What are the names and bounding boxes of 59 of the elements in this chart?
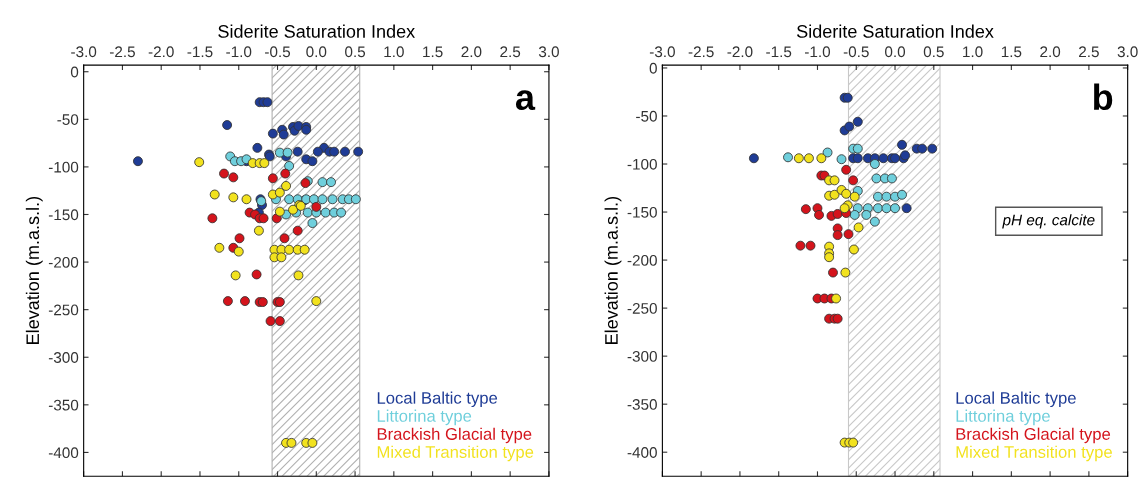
text: Local Baltic type (956, 391, 1076, 408)
x-tick-label: 2.5 (1079, 46, 1099, 58)
x-axis-title: Siderite Saturation Index (796, 24, 994, 38)
x-tick-label: -2.5 (109, 46, 135, 58)
y-axis-title: Elevation (m.a.s.l.) (604, 197, 622, 344)
x-tick-label: 1.0 (384, 46, 404, 58)
y-tick-label: -200 (627, 254, 657, 266)
y-tick-label: -100 (48, 161, 79, 173)
x-axis-title: Siderite Saturation Index (218, 24, 415, 38)
legend-label: Mixed Transition type (377, 445, 534, 462)
text: Brackish Glacial type (377, 427, 532, 444)
x-tick-label: 0.0 (885, 46, 906, 58)
x-tick-label: -0.5 (843, 46, 869, 58)
y-tick-label: -350 (627, 399, 657, 410)
annotation: b (1094, 83, 1113, 111)
y-tick-label: -200 (48, 256, 79, 268)
x-tick-label: 2.5 (500, 46, 521, 58)
x-tick-label: 3.0 (1117, 46, 1138, 58)
x-tick-label: 1.5 (423, 46, 443, 58)
x-tick-label: -0.5 (265, 46, 291, 58)
y-axis-title: Elevation (m.a.s.l.) (25, 197, 43, 344)
text: Littorina type (377, 409, 472, 426)
y-tick-label: 0 (70, 66, 79, 78)
y-tick-label: -350 (48, 399, 79, 411)
y-tick-label: -300 (48, 352, 79, 363)
x-tick-label: 1.0 (963, 46, 983, 58)
y-tick-label: -50 (636, 110, 657, 122)
y-tick-label: -400 (627, 447, 657, 458)
x-tick-label: -3.0 (649, 46, 675, 58)
x-tick-label: 1.5 (1001, 46, 1022, 58)
y-tick-label: -300 (627, 351, 657, 362)
text: Littorina type (956, 409, 1050, 426)
y-tick-label: -100 (627, 158, 657, 170)
y-tick-label: 0 (649, 62, 657, 74)
y-tick-label: -150 (627, 206, 657, 218)
x-tick-label: 0.0 (306, 46, 327, 58)
text: Local Baltic type (377, 391, 498, 408)
x-tick-label: -2.5 (688, 46, 714, 58)
x-tick-label: 0.5 (345, 46, 366, 58)
x-tick-label: -1.5 (766, 46, 792, 58)
x-tick-label: 0.5 (923, 46, 944, 58)
x-tick-label: -2.0 (148, 46, 174, 58)
y-tick-label: -50 (57, 114, 79, 125)
x-tick-label: -1.0 (805, 46, 831, 58)
x-tick-label: 3.0 (538, 46, 559, 58)
y-tick-label: -250 (48, 304, 79, 316)
text: Brackish Glacial type (956, 427, 1111, 444)
x-tick-label: 2.0 (1040, 46, 1061, 58)
y-tick-label: -250 (627, 302, 657, 314)
y-tick-label: -150 (48, 209, 79, 221)
annotation: a (515, 90, 536, 111)
x-tick-label: -3.0 (71, 46, 97, 58)
y-tick-label: -400 (48, 447, 79, 459)
x-tick-label: 2.0 (461, 46, 482, 58)
x-tick-label: -2.0 (727, 46, 753, 58)
annotation: pH eq. calcite (1002, 214, 1095, 229)
legend-label: Mixed Transition type (956, 445, 1112, 462)
x-tick-label: -1.5 (187, 46, 213, 58)
x-tick-label: -1.0 (226, 46, 252, 58)
